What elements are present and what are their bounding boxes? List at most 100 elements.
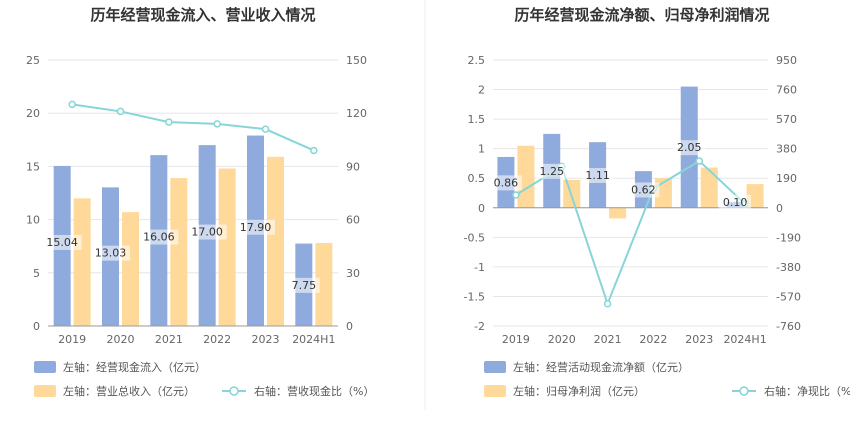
data-label: 2.05 xyxy=(677,141,702,154)
legend-swatch xyxy=(484,385,506,397)
left-tick-label: 15 xyxy=(26,160,40,173)
x-tick-label: 2022 xyxy=(203,333,231,346)
left-tick-label: 0 xyxy=(478,202,485,215)
right-tick-label: -760 xyxy=(776,320,801,333)
left-tick-label: 10 xyxy=(26,214,40,227)
data-label-bg xyxy=(673,140,706,156)
left-tick-label: 0.5 xyxy=(468,172,486,185)
data-label: 17.00 xyxy=(191,226,223,239)
left-tick-label: 25 xyxy=(26,54,40,67)
left-tick-label: 20 xyxy=(26,107,40,120)
legend-swatch xyxy=(34,385,56,397)
x-tick-label: 2021 xyxy=(594,333,622,346)
data-label: 7.75 xyxy=(292,279,317,292)
bar-secondary[interactable] xyxy=(700,167,718,208)
data-label: 13.03 xyxy=(95,247,127,260)
data-label-bg xyxy=(187,224,227,240)
bar-secondary[interactable] xyxy=(122,212,139,326)
data-label-bg xyxy=(535,163,568,179)
left-tick-label: -1 xyxy=(474,261,485,274)
bar-secondary[interactable] xyxy=(170,178,188,326)
ratio-point[interactable] xyxy=(695,157,703,165)
x-tick-label: 2024H1 xyxy=(723,333,766,346)
legend-line-marker xyxy=(739,386,749,396)
ratio-line xyxy=(72,103,315,152)
left-tick-label: 1.5 xyxy=(468,113,486,126)
legend-label: 左轴：归母净利润（亿元） xyxy=(513,384,645,398)
legend-swatch xyxy=(484,361,506,373)
right-tick-label: 30 xyxy=(346,267,360,280)
right-tick-label: 190 xyxy=(776,172,797,185)
left-tick-label: 1 xyxy=(478,143,485,156)
left-tick-label: 5 xyxy=(33,267,40,280)
x-tick-label: 2019 xyxy=(502,333,530,346)
data-label-bg xyxy=(42,234,82,250)
right-tick-label: 760 xyxy=(776,84,797,97)
ratio-point[interactable] xyxy=(261,125,270,133)
legend-label: 右轴：营收现金比（%） xyxy=(254,384,374,398)
data-label-bg xyxy=(489,175,522,191)
right-tick-label: 90 xyxy=(346,160,360,173)
x-tick-label: 2020 xyxy=(548,333,576,346)
ratio-point[interactable] xyxy=(310,146,318,155)
x-tick-label: 2020 xyxy=(107,333,135,346)
right-tick-label: 0 xyxy=(346,320,353,333)
chart-title: 历年经营现金流入、营业收入情况 xyxy=(90,6,315,24)
data-label: 0.86 xyxy=(494,176,519,189)
data-label: 15.04 xyxy=(46,236,78,249)
data-label-bg xyxy=(627,182,660,198)
x-tick-label: 2023 xyxy=(252,333,280,346)
legend-label: 左轴：营业总收入（亿元） xyxy=(63,384,195,398)
bar-secondary[interactable] xyxy=(315,243,333,326)
right-tick-label: -570 xyxy=(776,290,801,303)
data-label: 17.90 xyxy=(240,221,272,234)
right-tick-label: 120 xyxy=(346,107,367,120)
ratio-point[interactable] xyxy=(165,118,173,126)
left-tick-label: 2 xyxy=(478,84,485,97)
data-label-bg xyxy=(287,277,320,293)
data-label: 1.11 xyxy=(585,169,610,182)
bar-secondary[interactable] xyxy=(267,156,284,326)
right-tick-label: -380 xyxy=(776,261,801,274)
right-tick-label: 0 xyxy=(776,202,783,215)
legend-label: 左轴：经营现金流入（亿元） xyxy=(63,360,206,374)
ratio-point[interactable] xyxy=(116,107,125,116)
left-tick-label: 2.5 xyxy=(468,54,486,67)
left-tick-label: -2 xyxy=(474,320,485,333)
ratio-point[interactable] xyxy=(603,300,612,308)
left-tick-label: -1.5 xyxy=(464,290,485,303)
ratio-point[interactable] xyxy=(68,100,76,109)
x-tick-label: 2023 xyxy=(685,333,713,346)
right-tick-label: 60 xyxy=(346,214,360,227)
right-tick-label: -190 xyxy=(776,231,801,244)
legend-line-marker xyxy=(229,386,239,396)
data-label-bg xyxy=(581,167,614,183)
legend-swatch xyxy=(34,361,56,373)
x-tick-label: 2024H1 xyxy=(292,333,335,346)
right-tick-label: 380 xyxy=(776,143,797,156)
right-tick-label: 950 xyxy=(776,54,797,67)
left-tick-label: 0 xyxy=(33,320,40,333)
data-label-bg xyxy=(719,194,752,210)
ratio-point[interactable] xyxy=(213,120,221,128)
bar-secondary[interactable] xyxy=(73,198,91,326)
x-tick-label: 2021 xyxy=(155,333,183,346)
bar-secondary[interactable] xyxy=(609,207,627,219)
right-tick-label: 150 xyxy=(346,54,367,67)
data-label-bg xyxy=(91,245,130,261)
right-tick-label: 570 xyxy=(776,113,797,126)
ratio-point[interactable] xyxy=(512,191,520,199)
x-tick-label: 2022 xyxy=(639,333,667,346)
data-label: 1.25 xyxy=(540,165,565,178)
data-label-bg xyxy=(236,219,275,235)
legend-label: 左轴：经营活动现金流净额（亿元） xyxy=(513,360,689,374)
data-label: 0.62 xyxy=(631,183,656,196)
bar-secondary[interactable] xyxy=(218,168,236,326)
data-label-bg xyxy=(139,229,179,245)
left-tick-label: -0.5 xyxy=(464,231,485,244)
data-label: 16.06 xyxy=(143,231,175,244)
chart-title: 历年经营现金流净额、归母净利润情况 xyxy=(514,6,769,24)
legend-label: 右轴：净现比（%） xyxy=(764,384,850,398)
